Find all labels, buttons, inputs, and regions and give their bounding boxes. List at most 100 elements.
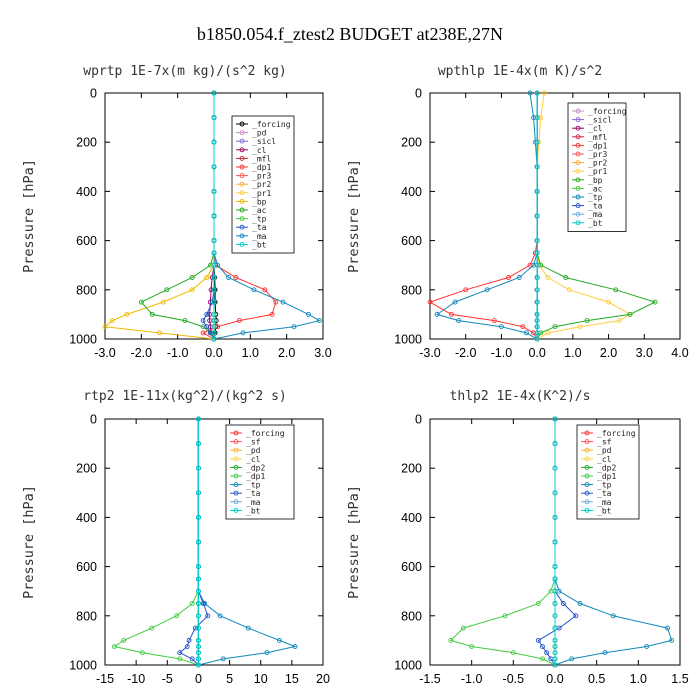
legend-label: _dp2 [597,463,616,472]
legend-marker [239,190,245,196]
data-point [535,601,541,606]
legend-marker [575,160,581,166]
data-point [560,601,566,606]
data-point [280,299,286,305]
data-point [164,287,170,293]
legend-marker [575,142,581,148]
legend-label: _mfl [588,133,607,142]
data-point [211,250,217,256]
data-point [316,318,322,323]
x-tick-label: -2.0 [455,346,477,360]
x-tick-label: -3.0 [94,346,116,360]
x-tick-label: 1.5 [671,672,688,686]
data-point [195,490,201,496]
figure-title: b1850.054.f_ztest2 BUDGET at238E,27N [197,24,503,44]
legend-marker [575,125,581,131]
panel-1: wprtp 1E-7x(m kg)/(s^2 kg) Pressure [hPa]… [21,64,332,360]
legend-marker [584,482,590,488]
data-point [211,324,217,330]
data-point [498,324,504,330]
data-point [195,650,201,656]
data-point [534,275,540,280]
data-point [195,644,201,649]
data-point [534,299,540,305]
series-group [102,90,322,342]
x-tick-label: 3.0 [636,346,653,360]
legend-marker [584,490,590,496]
data-point [463,287,469,293]
data-point [434,311,440,317]
data-point [469,644,475,649]
data-point [613,287,619,293]
data-point [665,625,670,631]
legend-label: _pr3 [252,172,271,181]
legend-marker [239,138,245,144]
legend-label: _pr1 [252,189,271,198]
data-point [534,164,540,170]
data-point [195,601,201,606]
data-point [523,330,529,336]
legend-marker [575,117,581,123]
x-tick-label: 3.0 [314,346,331,360]
legend-label: _dp1 [252,163,271,172]
data-point [124,311,130,317]
y-tick-label: 200 [401,136,422,150]
data-point [552,662,558,668]
data-point [211,318,217,323]
data-point [195,416,201,422]
data-point [534,318,540,323]
legend-label: _dp1 [588,141,607,150]
data-point [534,90,540,96]
data-point [292,644,298,649]
data-point [452,299,458,305]
panel-title: wpthlp 1E-4x(m K)/s^2 [438,64,602,79]
legend-marker [584,439,590,445]
data-point [552,625,558,631]
legend-label: _pd [246,446,261,455]
legend-marker [233,456,239,462]
legend-marker [575,194,581,200]
data-point [627,311,633,317]
data-point [204,324,210,330]
legend-marker [239,147,245,153]
legend-label: _ta [588,202,603,211]
legend-label: _dp2 [246,463,265,472]
data-point [534,262,540,268]
y-tick-label: 600 [76,560,97,574]
data-point [534,330,540,336]
legend-label: _tp [588,193,603,202]
data-point [534,188,540,194]
data-point [534,139,540,145]
legend: _forcing_pd_sicl_cl_mfl_dp1_pr3_pr2_pr1_… [231,115,295,254]
x-tick-label: 10 [254,672,268,686]
data-point [506,275,512,280]
data-point [138,299,144,305]
y-tick-label: 200 [76,462,97,476]
y-tick-label: 0 [415,413,422,427]
data-point [552,601,558,606]
legend: _forcing_sf_pd_cl_dp2_dp1_tp_ta_ma_bt [225,424,295,520]
plot-frame [429,92,681,340]
data-point [669,637,675,643]
data-point [211,188,217,194]
x-tick-label: 0.0 [546,672,563,686]
data-point [569,656,575,662]
y-tick-label: 0 [90,413,97,427]
data-point [460,625,466,631]
legend-marker [239,130,245,136]
data-point [189,287,195,293]
data-point [189,275,195,280]
data-point [205,613,211,619]
data-point [211,115,217,121]
data-point [552,324,558,330]
panel-4: thlp2 1E-4x(K^2)/s Pressure [hPa] -1.5 -1.0… [346,389,689,686]
y-tick-label: 800 [401,283,422,297]
data-point [233,275,239,280]
data-point [552,490,558,496]
data-point [552,441,558,447]
x-tick-label: 1.0 [242,346,259,360]
x-tick-label: 2.0 [600,346,617,360]
data-point [195,576,201,582]
data-point [195,613,201,619]
